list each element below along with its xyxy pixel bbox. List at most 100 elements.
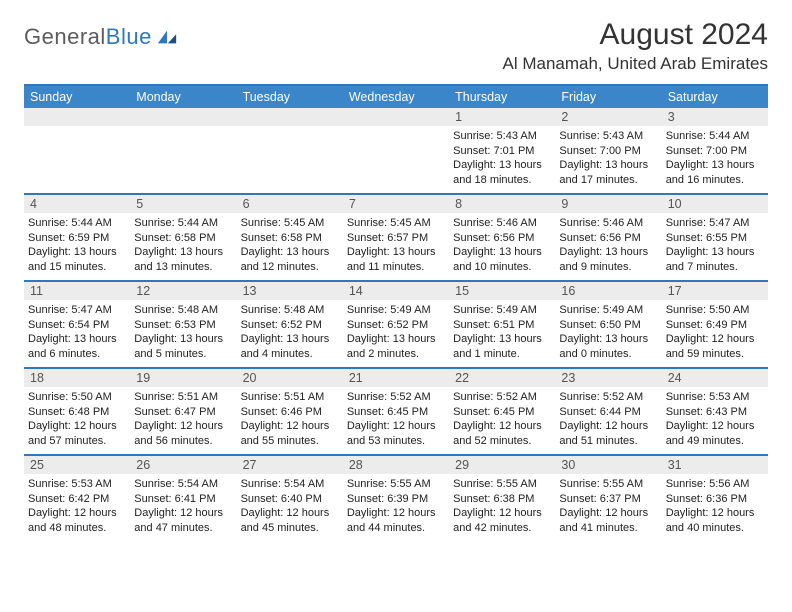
- day-number: 17: [662, 282, 688, 300]
- day-of-week-header: Saturday: [662, 86, 768, 108]
- sunset-line: Sunset: 6:39 PM: [347, 492, 445, 507]
- day-cell: 23Sunrise: 5:52 AMSunset: 6:44 PMDayligh…: [555, 369, 661, 454]
- day-number: 2: [555, 108, 574, 126]
- day-number: 23: [555, 369, 581, 387]
- day-number: 26: [130, 456, 156, 474]
- day-number-row: 14: [343, 282, 449, 300]
- sunset-line: Sunset: 6:42 PM: [28, 492, 126, 507]
- day-number: 11: [24, 282, 49, 300]
- sunset-line: Sunset: 6:41 PM: [134, 492, 232, 507]
- daylight-line: Daylight: 12 hours and 56 minutes.: [134, 419, 232, 448]
- day-number: 8: [449, 195, 468, 213]
- daylight-line: Daylight: 12 hours and 49 minutes.: [666, 419, 764, 448]
- weeks-container: 00001Sunrise: 5:43 AMSunset: 7:01 PMDayl…: [24, 108, 768, 541]
- sunrise-line: Sunrise: 5:43 AM: [559, 129, 657, 144]
- sunrise-line: Sunrise: 5:52 AM: [559, 390, 657, 405]
- daylight-line: Daylight: 12 hours and 41 minutes.: [559, 506, 657, 535]
- day-cell: 31Sunrise: 5:56 AMSunset: 6:36 PMDayligh…: [662, 456, 768, 541]
- day-number-row: 2: [555, 108, 661, 126]
- sunrise-line: Sunrise: 5:49 AM: [347, 303, 445, 318]
- sunrise-line: Sunrise: 5:48 AM: [241, 303, 339, 318]
- day-number-row: 26: [130, 456, 236, 474]
- day-number: 18: [24, 369, 50, 387]
- day-cell: 22Sunrise: 5:52 AMSunset: 6:45 PMDayligh…: [449, 369, 555, 454]
- daylight-line: Daylight: 12 hours and 59 minutes.: [666, 332, 764, 361]
- day-number: 28: [343, 456, 369, 474]
- day-cell: 29Sunrise: 5:55 AMSunset: 6:38 PMDayligh…: [449, 456, 555, 541]
- sunrise-line: Sunrise: 5:45 AM: [347, 216, 445, 231]
- day-number: 6: [237, 195, 256, 213]
- day-cell: 30Sunrise: 5:55 AMSunset: 6:37 PMDayligh…: [555, 456, 661, 541]
- day-cell: 25Sunrise: 5:53 AMSunset: 6:42 PMDayligh…: [24, 456, 130, 541]
- day-cell: 4Sunrise: 5:44 AMSunset: 6:59 PMDaylight…: [24, 195, 130, 280]
- daylight-line: Daylight: 13 hours and 15 minutes.: [28, 245, 126, 274]
- day-cell: 13 Sunrise: 5:48 AMSunset: 6:52 PMDayligh…: [237, 282, 343, 367]
- sunset-line: Sunset: 7:00 PM: [559, 144, 657, 159]
- sunrise-line: Sunrise: 5:44 AM: [28, 216, 126, 231]
- sunrise-line: Sunrise: 5:52 AM: [453, 390, 551, 405]
- sunset-line: Sunset: 6:52 PM: [241, 318, 339, 333]
- sunset-line: Sunset: 6:55 PM: [666, 231, 764, 246]
- day-cell: 7 Sunrise: 5:45 AMSunset: 6:57 PMDaylight…: [343, 195, 449, 280]
- day-number-row: 1: [449, 108, 555, 126]
- day-number: 1: [449, 108, 468, 126]
- daylight-line: Daylight: 13 hours and 4 minutes.: [241, 332, 339, 361]
- day-number: 3: [662, 108, 681, 126]
- sunset-line: Sunset: 6:48 PM: [28, 405, 126, 420]
- calendar: SundayMondayTuesdayWednesdayThursdayFrid…: [24, 84, 768, 541]
- day-cell: 2Sunrise: 5:43 AMSunset: 7:00 PMDaylight…: [555, 108, 661, 193]
- daylight-line: Daylight: 13 hours and 12 minutes.: [241, 245, 339, 274]
- day-cell: 11Sunrise: 5:47 AMSunset: 6:54 PMDayligh…: [24, 282, 130, 367]
- location-subtitle: Al Manamah, United Arab Emirates: [502, 54, 768, 74]
- sunset-line: Sunset: 6:56 PM: [453, 231, 551, 246]
- sunset-line: Sunset: 6:36 PM: [666, 492, 764, 507]
- day-number-row: 22: [449, 369, 555, 387]
- day-number-row: 0: [24, 108, 130, 126]
- sunrise-line: Sunrise: 5:50 AM: [666, 303, 764, 318]
- day-cell: 6Sunrise: 5:45 AMSunset: 6:58 PMDaylight…: [237, 195, 343, 280]
- daylight-line: Daylight: 13 hours and 13 minutes.: [134, 245, 232, 274]
- sunrise-line: Sunrise: 5:44 AM: [134, 216, 232, 231]
- day-cell: 19Sunrise: 5:51 AMSunset: 6:47 PMDayligh…: [130, 369, 236, 454]
- day-number-row: 6: [237, 195, 343, 213]
- sunrise-line: Sunrise: 5:51 AM: [134, 390, 232, 405]
- sunset-line: Sunset: 6:57 PM: [347, 231, 445, 246]
- brand-name-a: General: [24, 24, 106, 49]
- brand-name-b: Blue: [106, 24, 152, 49]
- sunrise-line: Sunrise: 5:45 AM: [241, 216, 339, 231]
- day-cell: 9Sunrise: 5:46 AMSunset: 6:56 PMDaylight…: [555, 195, 661, 280]
- day-number-row: 7: [343, 195, 449, 213]
- day-number-row: 13: [237, 282, 343, 300]
- day-number-row: 5: [130, 195, 236, 213]
- day-number: 22: [449, 369, 475, 387]
- sunrise-line: Sunrise: 5:52 AM: [347, 390, 445, 405]
- day-number-row: 23: [555, 369, 661, 387]
- sunset-line: Sunset: 6:50 PM: [559, 318, 657, 333]
- day-number: 31: [662, 456, 688, 474]
- day-number-row: 0: [130, 108, 236, 126]
- daylight-line: Daylight: 13 hours and 11 minutes.: [347, 245, 445, 274]
- sunrise-line: Sunrise: 5:55 AM: [559, 477, 657, 492]
- day-cell: 17Sunrise: 5:50 AMSunset: 6:49 PMDayligh…: [662, 282, 768, 367]
- sunrise-line: Sunrise: 5:54 AM: [134, 477, 232, 492]
- day-number: 29: [449, 456, 475, 474]
- sunset-line: Sunset: 6:54 PM: [28, 318, 126, 333]
- day-number-row: 16: [555, 282, 661, 300]
- daylight-line: Daylight: 12 hours and 44 minutes.: [347, 506, 445, 535]
- sunrise-line: Sunrise: 5:44 AM: [666, 129, 764, 144]
- day-of-week-header: Monday: [130, 86, 236, 108]
- sunset-line: Sunset: 6:44 PM: [559, 405, 657, 420]
- sunrise-line: Sunrise: 5:53 AM: [28, 477, 126, 492]
- day-number-row: 18: [24, 369, 130, 387]
- week-row: 00001Sunrise: 5:43 AMSunset: 7:01 PMDayl…: [24, 108, 768, 193]
- daylight-line: Daylight: 13 hours and 6 minutes.: [28, 332, 126, 361]
- sunset-line: Sunset: 6:38 PM: [453, 492, 551, 507]
- day-cell: 16Sunrise: 5:49 AMSunset: 6:50 PMDayligh…: [555, 282, 661, 367]
- daylight-line: Daylight: 13 hours and 9 minutes.: [559, 245, 657, 274]
- week-row: 18Sunrise: 5:50 AMSunset: 6:48 PMDayligh…: [24, 367, 768, 454]
- daylight-line: Daylight: 12 hours and 52 minutes.: [453, 419, 551, 448]
- sunrise-line: Sunrise: 5:54 AM: [241, 477, 339, 492]
- day-cell: 27Sunrise: 5:54 AMSunset: 6:40 PMDayligh…: [237, 456, 343, 541]
- daylight-line: Daylight: 13 hours and 0 minutes.: [559, 332, 657, 361]
- day-cell: 1Sunrise: 5:43 AMSunset: 7:01 PMDaylight…: [449, 108, 555, 193]
